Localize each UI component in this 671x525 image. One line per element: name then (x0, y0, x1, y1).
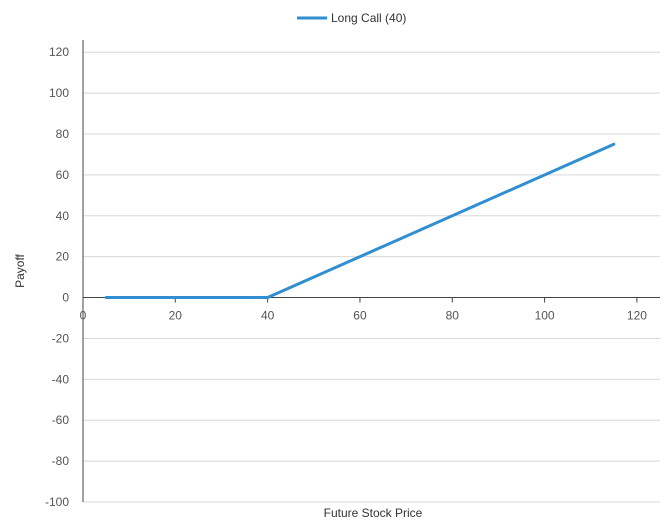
series-line-long-call (104, 142, 616, 300)
y-tick-label: -20 (52, 331, 70, 345)
x-tick-label: 80 (446, 309, 460, 323)
y-tick-label: -100 (45, 495, 69, 509)
x-tick-label: 60 (353, 309, 367, 323)
x-tick-label: 100 (535, 309, 555, 323)
y-tick-label: 60 (56, 168, 70, 182)
legend-label: Long Call (40) (331, 11, 406, 25)
y-axis-title: Payoff (13, 253, 27, 287)
series-layer (104, 142, 616, 300)
y-tick-label: 0 (62, 291, 69, 305)
y-tick-label: -80 (52, 454, 70, 468)
y-tick-label: 100 (49, 86, 69, 100)
x-axis-title: Future Stock Price (324, 506, 423, 520)
x-tick-labels: 0 20 40 60 80 100 120 (80, 309, 648, 323)
y-tick-labels: -100 -80 -60 -40 -20 0 20 40 60 80 100 120 (45, 45, 69, 509)
y-tick-label: 40 (56, 209, 70, 223)
y-tick-label: 20 (56, 250, 70, 264)
x-tick-label: 120 (627, 309, 647, 323)
gridlines (83, 51, 660, 503)
x-tick-label: 20 (169, 309, 183, 323)
y-tick-label: 120 (49, 45, 69, 59)
x-tick-label: 40 (261, 309, 275, 323)
y-tick-label: 80 (56, 127, 70, 141)
legend: Long Call (40) (297, 11, 406, 25)
axes (82, 40, 660, 502)
y-tick-label: -40 (52, 372, 70, 386)
y-tick-label: -60 (52, 413, 70, 427)
x-tick-label: 0 (80, 309, 87, 323)
